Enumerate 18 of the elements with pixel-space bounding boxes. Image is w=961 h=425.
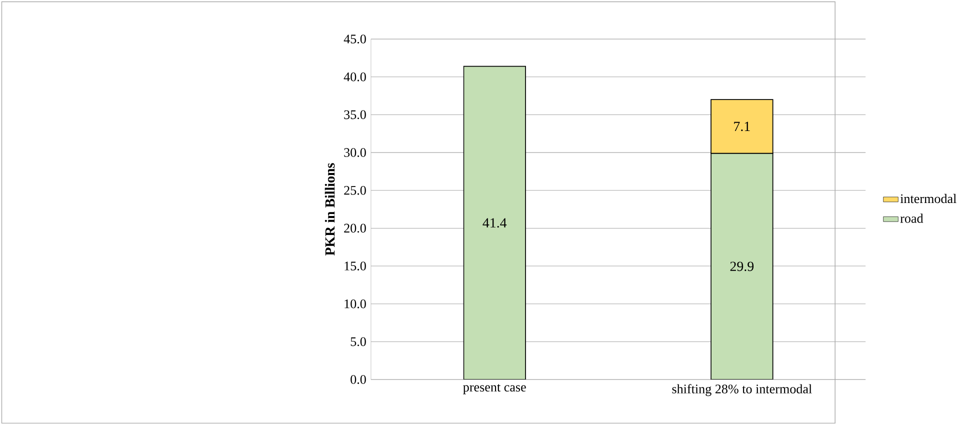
y-tick-label: 15.0 (344, 262, 366, 271)
x-tick-label: shifting 28% to intermodal (672, 384, 812, 396)
data-label: 7.1 (734, 122, 750, 132)
data-label: 29.9 (730, 262, 754, 272)
y-axis-title: PKR in Billions (324, 163, 335, 256)
y-tick-label: 20.0 (344, 224, 366, 233)
y-tick-label: 5.0 (350, 337, 366, 346)
y-tick-label: 0.0 (350, 375, 366, 384)
y-tick-label: 30.0 (344, 148, 366, 158)
y-tick-label: 45.0 (344, 34, 366, 44)
y-tick-label: 40.0 (344, 72, 366, 82)
legend-label: road (900, 214, 924, 223)
y-tick-label: 25.0 (344, 186, 366, 195)
y-tick-label: 35.0 (344, 110, 366, 120)
legend-label: intermodal (900, 194, 956, 204)
x-tick-label: present case (463, 384, 526, 394)
y-tick-label: 10.0 (344, 299, 366, 308)
data-label: 41.4 (482, 218, 507, 228)
